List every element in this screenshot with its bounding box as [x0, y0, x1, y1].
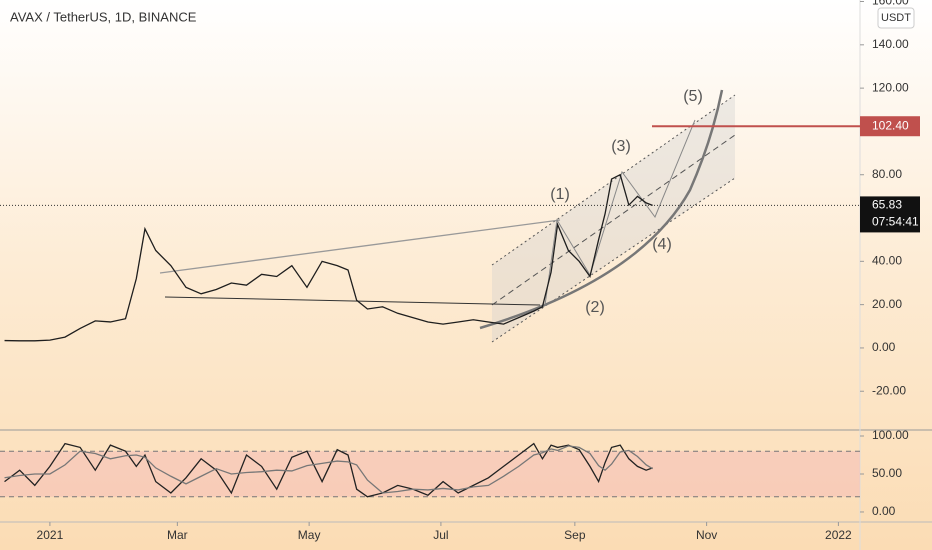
countdown: 07:54:41 — [872, 215, 919, 229]
channel-lower — [491, 177, 736, 343]
x-tick-label: Jul — [433, 528, 448, 542]
x-tick-label: Nov — [696, 528, 717, 542]
x-tick-label: Mar — [167, 528, 188, 542]
wave-label: (1) — [550, 186, 570, 203]
price-line — [4, 442, 653, 498]
x-tick-label: 2022 — [825, 528, 852, 542]
y-tick-label: 160.00 — [872, 0, 909, 8]
target-label: 102.40 — [872, 118, 909, 132]
wave-label: (5) — [683, 88, 703, 105]
target-badge — [860, 116, 920, 137]
currency: USDT — [881, 12, 911, 24]
y-tick-label: 140.00 — [872, 37, 909, 51]
y-tick-label: 120.00 — [872, 80, 909, 94]
price-line — [4, 173, 653, 342]
x-tick-label: Sep — [564, 528, 586, 542]
y-tick-label: 0.00 — [872, 504, 896, 518]
triangle-lower — [164, 296, 541, 306]
wave-label: (3) — [611, 138, 631, 155]
wave-path — [544, 119, 696, 306]
currency-badge — [877, 7, 915, 29]
channel-fill — [492, 95, 735, 342]
chart-title: AVAX / TetherUS, 1D, BINANCE — [10, 9, 197, 24]
triangle-upper — [159, 219, 561, 274]
wave-label: (4) — [652, 236, 672, 253]
price-line — [4, 445, 653, 494]
y-tick-label: -20.00 — [872, 383, 906, 397]
y-tick-label: 0.00 — [872, 340, 896, 354]
y-tick-label: 20.00 — [872, 297, 902, 311]
x-tick-label: 2021 — [37, 528, 64, 542]
y-tick-label: 50.00 — [872, 466, 902, 480]
y-tick-label: 100.00 — [872, 428, 909, 442]
y-tick-label: 40.00 — [872, 254, 902, 268]
y-tick-label: 80.00 — [872, 167, 902, 181]
parabolic-curve — [479, 89, 724, 330]
last-price-label: 65.83 — [872, 198, 902, 212]
last-price-badge — [860, 196, 920, 233]
x-tick-label: May — [298, 528, 321, 542]
wave-label: (2) — [585, 299, 605, 316]
